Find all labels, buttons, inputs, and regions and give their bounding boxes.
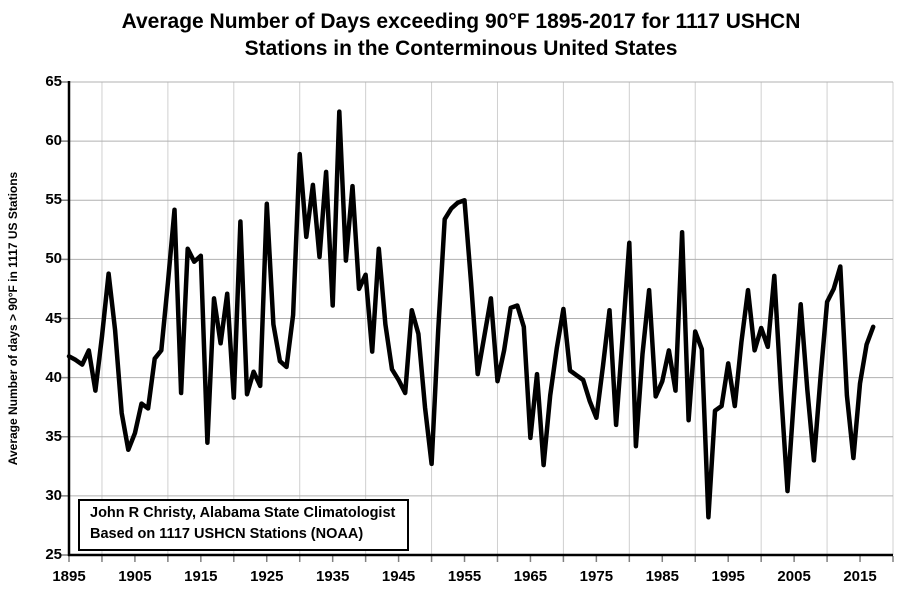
y-tick-label: 25	[45, 546, 62, 563]
chart-line	[66, 109, 876, 520]
x-tick-label: 2005	[777, 568, 811, 585]
x-tick-label: 1985	[645, 568, 679, 585]
x-tick-label: 1945	[381, 568, 416, 585]
x-tick-label: 1965	[513, 568, 548, 585]
x-tick-label: 1895	[52, 568, 86, 585]
annotation-line-2: Based on 1117 USHCN Stations (NOAA)	[90, 526, 364, 542]
y-tick-label: 60	[45, 132, 62, 150]
y-tick-label: 35	[45, 427, 62, 445]
annotation-box: John R Christy, Alabama State Climatolog…	[78, 499, 410, 551]
x-tick-label: 2015	[843, 568, 877, 585]
x-tick-label: 1925	[250, 568, 284, 585]
y-tick-label: 30	[45, 486, 62, 504]
y-tick-label: 65	[45, 73, 62, 90]
y-tick-label: 40	[45, 368, 62, 386]
y-tick-label: 55	[45, 191, 62, 209]
x-tick-label: 1995	[711, 568, 745, 585]
page-title: Average Number of Days exceeding 90°F 18…	[0, 8, 922, 62]
x-tick-label: 1905	[118, 568, 152, 585]
annotation-line-1: John R Christy, Alabama State Climatolog…	[90, 505, 396, 521]
x-tick-label: 1915	[184, 568, 218, 585]
chart-title-line-2: Stations in the Conterminous United Stat…	[244, 37, 678, 60]
x-tick-label: 1955	[447, 568, 482, 585]
x-tick-label: 1935	[315, 568, 350, 585]
x-tick-label: 1975	[579, 568, 614, 585]
chart-title-line-1: Average Number of Days exceeding 90°F 18…	[121, 10, 801, 33]
y-tick-label: 50	[45, 250, 62, 268]
y-tick-label: 45	[45, 309, 62, 327]
